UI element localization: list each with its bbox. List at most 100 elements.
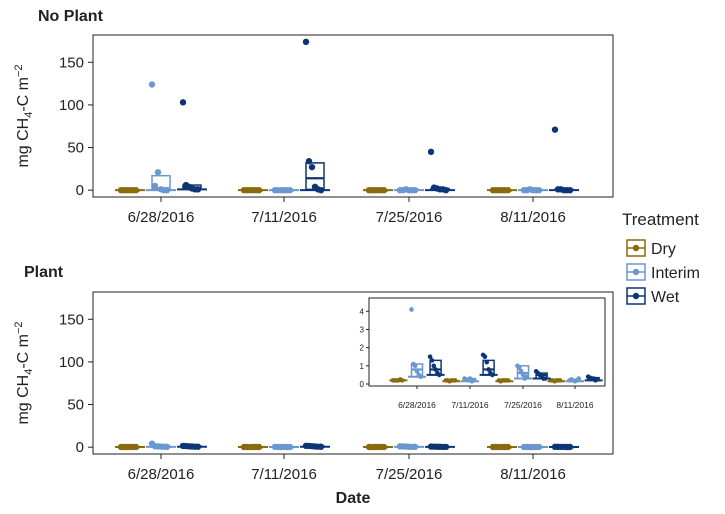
x-tick-label: 7/11/2016 [251,209,317,226]
data-point [411,186,419,194]
y-axis-no-plant: 0 50 100 150 [59,54,93,199]
inset-plot-area [368,297,606,387]
data-point [566,186,574,194]
data-point [482,354,488,360]
data-point [442,186,450,194]
data-point [414,368,420,374]
inset-y-tick-label: 3 [360,325,365,334]
data-point [452,378,458,383]
data-point [486,367,491,372]
y-axis-plant: 0 50 100 150 [59,311,93,456]
data-point [535,186,543,194]
y-axis-label-no-plant: mg CH4-C m−2 [13,64,35,167]
x-axis-title: Date [336,490,371,507]
y-tick-label: 150 [59,311,84,328]
legend: Treatment Dry Interim Wet [622,210,700,306]
inset-x-axis: 6/28/2016 7/11/2016 7/25/2016 8/11/2016 [398,386,594,410]
inset-x-tick-label: 6/28/2016 [398,400,436,410]
data-point [302,38,310,46]
data-point [431,363,437,369]
legend-label: Dry [651,241,676,258]
data-point [442,443,450,451]
x-tick-label: 6/28/2016 [128,209,195,226]
x-tick-label: 7/25/2016 [376,466,443,483]
y-tick-label: 100 [59,97,84,114]
data-point [308,163,316,171]
data-point [517,365,522,370]
inset-x-tick-label: 7/25/2016 [504,400,542,410]
data-point [305,157,313,165]
inset-marks [389,307,603,384]
inset-x-tick-label: 8/11/2016 [556,400,593,410]
marks-plant [115,440,579,451]
y-tick-label: 0 [76,182,84,199]
y-tick-label: 50 [67,140,84,157]
x-tick-label: 8/11/2016 [500,209,566,226]
legend-key-point [632,268,640,276]
data-point [163,186,171,194]
x-tick-label: 6/28/2016 [128,466,195,483]
data-point [194,443,202,450]
panel-title-plant: Plant [24,264,64,281]
panel-title-no-plant: No Plant [38,8,104,25]
data-point [154,169,162,176]
marks-no-plant [115,38,579,194]
data-point [409,307,414,312]
data-point [132,186,140,194]
box [429,359,442,376]
data-point [179,99,187,106]
plot-area-plant [92,291,614,455]
inset-y-tick-label: 1 [360,362,365,371]
data-point [520,372,526,378]
data-point [436,372,442,378]
data-point [317,443,325,450]
data-point [194,186,202,193]
plot-area-no-plant [92,34,614,198]
data-point [427,354,433,360]
data-point [412,363,418,369]
data-point [317,186,325,194]
data-point [399,378,405,383]
y-tick-label: 150 [59,54,84,71]
legend-key-point [632,292,640,300]
legend-label: Interim [651,265,700,282]
y-tick-label: 0 [76,439,84,456]
box [482,359,495,376]
data-point [427,148,435,156]
data-point [524,374,529,380]
data-point [557,378,563,383]
data-point [380,186,388,194]
x-axis-plant: 6/28/2016 7/11/2016 7/25/2016 8/11/2016 [128,454,566,483]
data-point [411,443,419,451]
data-point [489,372,495,378]
data-point [566,443,574,451]
legend-title: Treatment [622,210,699,229]
data-point [542,376,548,381]
data-point [148,81,156,88]
data-point [518,368,524,374]
x-tick-label: 7/25/2016 [376,209,443,226]
data-point [429,358,435,363]
data-point [471,378,476,383]
data-point [132,443,140,451]
x-tick-label: 7/11/2016 [251,466,317,483]
data-point [433,367,438,372]
data-point [504,443,512,451]
data-point [255,186,263,194]
legend-key-point [632,244,640,252]
data-point [505,378,511,383]
data-point [255,443,263,451]
inset-y-tick-label: 2 [360,344,365,353]
inset-y-tick-label: 0 [360,380,365,389]
data-point [504,186,512,194]
y-axis-label-plant: mg CH4-C m−2 [13,321,35,424]
data-point [163,443,171,451]
y-tick-label: 50 [67,397,84,414]
inset-y-axis: 0 1 2 3 4 [360,307,369,389]
data-point [380,443,388,451]
data-point [418,374,423,380]
data-point [594,377,600,382]
data-point [535,443,543,451]
data-point [286,443,294,451]
